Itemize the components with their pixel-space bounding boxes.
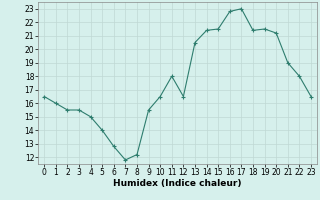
X-axis label: Humidex (Indice chaleur): Humidex (Indice chaleur) (113, 179, 242, 188)
